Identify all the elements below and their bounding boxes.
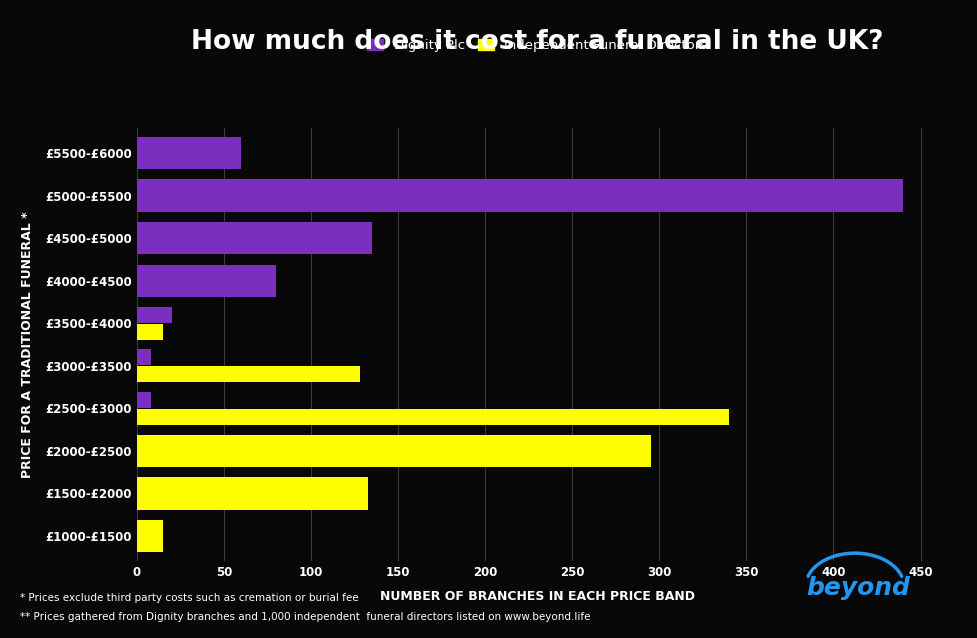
Text: * Prices exclude third party costs such as cremation or burial fee: * Prices exclude third party costs such … [20, 593, 359, 603]
Bar [137, 222, 372, 255]
X-axis label: NUMBER OF BRANCHES IN EACH PRICE BAND: NUMBER OF BRANCHES IN EACH PRICE BAND [380, 590, 695, 604]
Bar [137, 477, 368, 510]
Bar [137, 265, 276, 297]
Bar [137, 520, 163, 552]
Y-axis label: PRICE FOR A TRADITIONAL FUNERAL *: PRICE FOR A TRADITIONAL FUNERAL * [21, 211, 34, 478]
Text: ** Prices gathered from Dignity branches and 1,000 independent  funeral director: ** Prices gathered from Dignity branches… [20, 612, 590, 622]
Text: How much does it cost for a funeral in the UK?: How much does it cost for a funeral in t… [191, 29, 883, 55]
Text: beyond: beyond [806, 575, 910, 600]
Bar [137, 409, 729, 425]
Bar [137, 349, 150, 366]
Bar [137, 392, 150, 408]
Bar [137, 434, 651, 467]
Bar [137, 307, 172, 323]
Bar [137, 137, 241, 169]
Bar [137, 366, 360, 382]
Legend: Dignity Plc, Independent Funeral Directors: Dignity Plc, Independent Funeral Directo… [367, 39, 707, 52]
Bar [137, 323, 163, 340]
Bar [137, 179, 903, 212]
